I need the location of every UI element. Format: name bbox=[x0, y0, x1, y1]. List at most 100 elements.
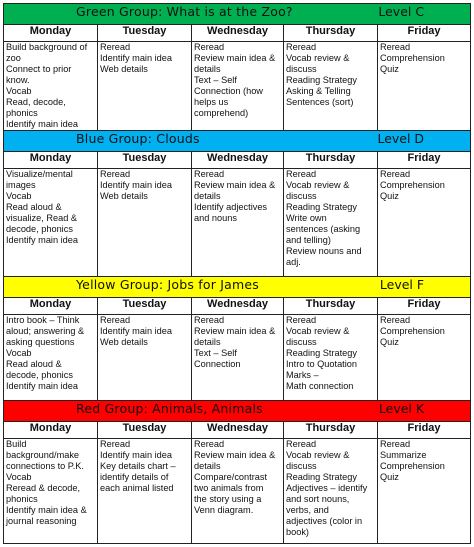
day-header-friday: Friday bbox=[376, 297, 472, 315]
day-header-row: Monday Tuesday Wednesday Thursday Friday bbox=[3, 297, 472, 315]
lesson-text-line: Reread bbox=[100, 42, 131, 53]
lesson-text-line: images bbox=[6, 180, 36, 190]
day-header-wednesday: Wednesday bbox=[191, 297, 284, 315]
lesson-text-line: Vocab review & bbox=[286, 180, 350, 190]
lesson-cell-thursday: Reread Vocab review & discuss Reading Strat… bbox=[283, 41, 378, 131]
lesson-plan-row: Visualize/mental images Vocab Read aloud & v… bbox=[3, 168, 472, 277]
lesson-cell-friday: Reread Comprehension Quiz bbox=[376, 168, 472, 277]
day-header-monday: Monday bbox=[3, 421, 98, 439]
lesson-text-line: know. bbox=[6, 75, 30, 85]
lesson-text-line: Adjectives – identify bbox=[286, 483, 368, 493]
lesson-text-line: comprehend) bbox=[194, 108, 249, 118]
lesson-text-line: Comprehension bbox=[380, 53, 445, 63]
lesson-text-line: Reread bbox=[286, 42, 317, 53]
lesson-text-line: Quiz bbox=[380, 472, 399, 482]
lesson-cell-wednesday: Reread Review main idea & details Compare/c… bbox=[191, 438, 284, 544]
lesson-text-line: Comprehension bbox=[380, 461, 445, 471]
day-header-row: Monday Tuesday Wednesday Thursday Friday bbox=[3, 421, 472, 439]
lesson-text-line: and telling) bbox=[286, 235, 331, 245]
group-header-inner: Red Group: Animals, Animals Level K bbox=[6, 402, 468, 417]
lesson-text-line: Identify main idea bbox=[6, 381, 79, 391]
lesson-text-line: discuss bbox=[286, 64, 317, 74]
day-header-monday: Monday bbox=[3, 151, 98, 169]
group-header-inner: Green Group: What is at the Zoo? Level C bbox=[6, 4, 468, 20]
lesson-text-line: Build bbox=[6, 439, 27, 450]
lesson-text-line: zoo bbox=[6, 53, 21, 63]
lesson-text-line: Visualize/mental bbox=[6, 169, 73, 180]
lesson-text-line: Summarize bbox=[380, 450, 427, 460]
lesson-text-line: Reread bbox=[100, 315, 131, 326]
lesson-text-line: Connect to prior bbox=[6, 64, 72, 74]
lesson-cell-thursday: Reread Vocab review & discuss Reading Strat… bbox=[283, 438, 378, 544]
lesson-text-line: discuss bbox=[286, 191, 317, 201]
lesson-cell-tuesday: Reread Identify main idea Web details bbox=[97, 168, 192, 277]
group-level: Level C bbox=[378, 4, 425, 20]
lesson-text-line: Web details bbox=[100, 191, 148, 201]
group-title: Blue Group: Clouds bbox=[76, 131, 200, 147]
day-header-wednesday: Wednesday bbox=[191, 24, 284, 42]
lesson-text-line: Build background of bbox=[6, 42, 88, 53]
lesson-cell-tuesday: Reread Identify main idea Web details bbox=[97, 41, 192, 131]
day-header-thursday: Thursday bbox=[283, 24, 378, 42]
lesson-text-line: Reread bbox=[100, 439, 131, 450]
day-header-monday: Monday bbox=[3, 297, 98, 315]
lesson-text-line: identify details of bbox=[100, 472, 169, 482]
lesson-text-line: Connection (how bbox=[194, 86, 263, 96]
lesson-cell-thursday: Reread Vocab review & discuss Reading Strat… bbox=[283, 168, 378, 277]
lesson-text-line: Identify main idea bbox=[100, 53, 173, 63]
lesson-text-line: discuss bbox=[286, 337, 317, 347]
lesson-text-line: helps us bbox=[194, 97, 229, 107]
lesson-text-line: Review main idea & bbox=[194, 326, 276, 336]
lesson-text-line: Review main idea & bbox=[194, 450, 276, 460]
lesson-cell-tuesday: Reread Identify main idea Web details bbox=[97, 314, 192, 401]
lesson-text-line: Reading Strategy bbox=[286, 202, 357, 212]
day-header-thursday: Thursday bbox=[283, 151, 378, 169]
lesson-text-line: Write own bbox=[286, 213, 327, 223]
day-header-friday: Friday bbox=[376, 24, 472, 42]
lesson-cell-wednesday: Reread Review main idea & details Text – Se… bbox=[191, 41, 284, 131]
lesson-text-line: Reread bbox=[380, 169, 411, 180]
lesson-text-line: decode, phonics bbox=[6, 224, 73, 234]
lesson-text-line: Reread & decode, bbox=[6, 483, 81, 493]
lesson-text-line: Vocab bbox=[6, 472, 32, 482]
group-header: Blue Group: Clouds Level D bbox=[2, 130, 472, 152]
lesson-text-line: book) bbox=[286, 527, 309, 537]
lesson-text-line: Reread bbox=[194, 439, 225, 450]
lesson-text-line: Reread bbox=[286, 439, 317, 450]
lesson-text-line: Identify main idea bbox=[100, 180, 173, 190]
lesson-text-line: Intro to Quotation bbox=[286, 359, 357, 369]
group-band-b: Blue Group: Clouds Level D bbox=[2, 130, 472, 152]
lesson-text-line: Review main idea & bbox=[194, 180, 276, 190]
lesson-text-line: verbs, and bbox=[286, 505, 329, 515]
group-band-r: Red Group: Animals, Animals Level K bbox=[2, 400, 472, 422]
group-header: Red Group: Animals, Animals Level K bbox=[2, 400, 472, 422]
lesson-text-line: two animals from bbox=[194, 483, 264, 493]
lesson-text-line: Venn diagram. bbox=[194, 505, 254, 515]
lesson-text-line: each animal listed bbox=[100, 483, 174, 493]
lesson-text-line: Identify main idea bbox=[6, 235, 79, 245]
day-header-friday: Friday bbox=[376, 421, 472, 439]
lesson-text-line: Read aloud & bbox=[6, 202, 62, 212]
lesson-text-line: Review nouns and bbox=[286, 246, 362, 256]
lesson-text-line: Identify main idea bbox=[100, 450, 173, 460]
lesson-text-line: asking questions bbox=[6, 337, 75, 347]
lesson-text-line: Identify main idea bbox=[100, 326, 173, 336]
lesson-cell-friday: Reread Comprehension Quiz bbox=[376, 41, 472, 131]
lesson-text-line: adjectives (color in bbox=[286, 516, 363, 526]
day-header-thursday: Thursday bbox=[283, 421, 378, 439]
lesson-text-line: Text – Self bbox=[194, 348, 237, 358]
lesson-text-line: Vocab bbox=[6, 348, 32, 358]
lesson-text-line: Comprehension bbox=[380, 180, 445, 190]
day-header-tuesday: Tuesday bbox=[97, 151, 192, 169]
day-header-row: Monday Tuesday Wednesday Thursday Friday bbox=[3, 151, 472, 169]
day-header-row: Monday Tuesday Wednesday Thursday Friday bbox=[3, 24, 472, 42]
lesson-text-line: Web details bbox=[100, 337, 148, 347]
group-title: Green Group: What is at the Zoo? bbox=[76, 4, 293, 20]
lesson-text-line: Reread bbox=[194, 42, 225, 53]
day-header-tuesday: Tuesday bbox=[97, 24, 192, 42]
lesson-text-line: Identify main idea & bbox=[6, 505, 87, 515]
group-title: Yellow Group: Jobs for James bbox=[76, 277, 259, 293]
lesson-text-line: Reread bbox=[286, 169, 317, 180]
lesson-text-line: Reread bbox=[286, 315, 317, 326]
lesson-text-line: journal reasoning bbox=[6, 516, 77, 526]
